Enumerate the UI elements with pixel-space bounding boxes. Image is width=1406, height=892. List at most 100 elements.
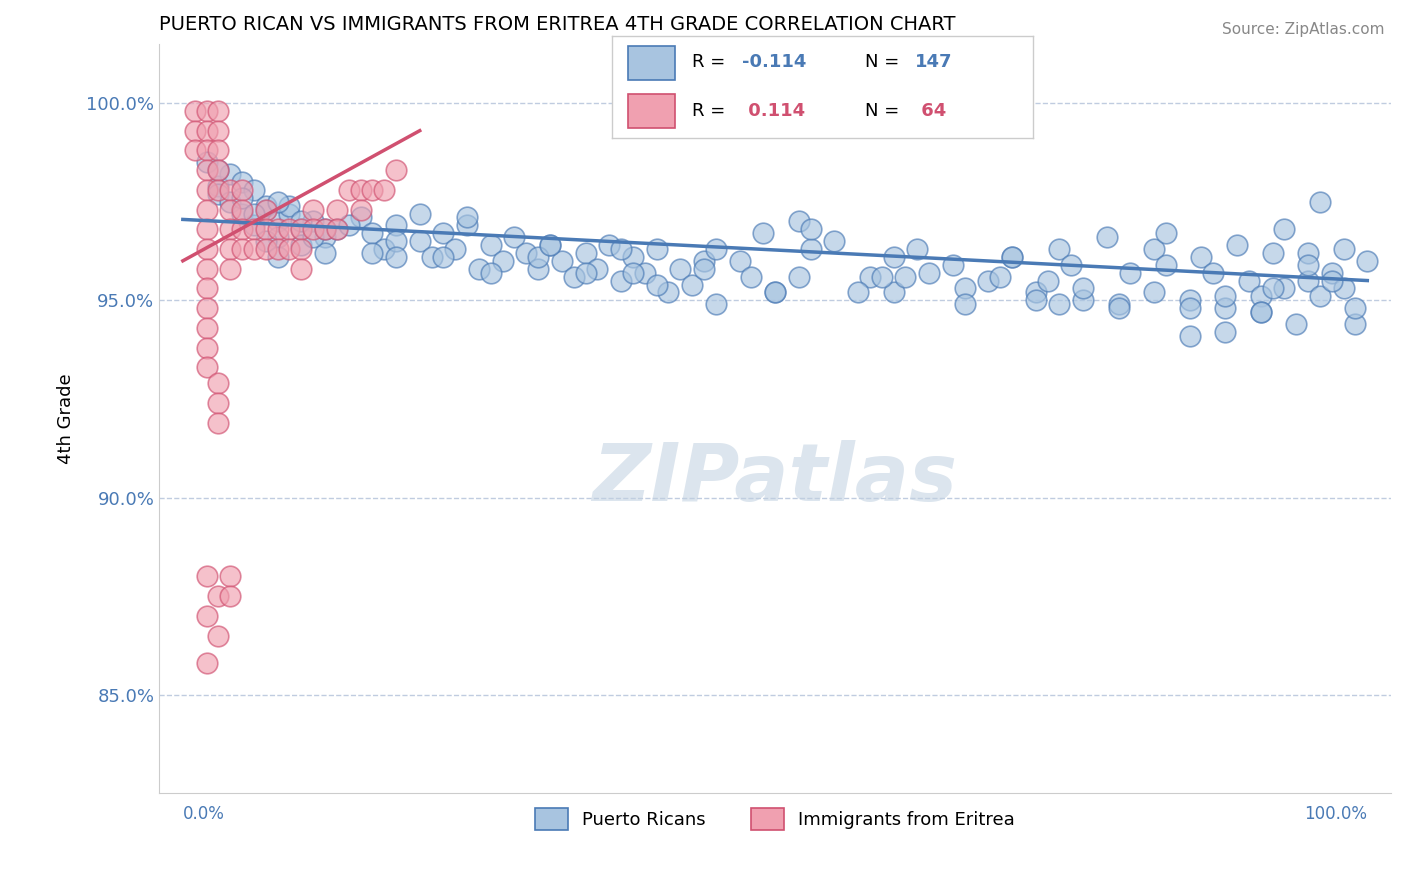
Point <box>195 608 218 623</box>
Point <box>266 214 288 228</box>
Point <box>634 266 657 280</box>
Point <box>883 250 905 264</box>
Point <box>219 167 242 181</box>
Point <box>243 206 266 220</box>
Point <box>1143 242 1166 256</box>
Point <box>195 144 218 158</box>
Point <box>1344 317 1367 331</box>
Point <box>195 301 218 315</box>
Point <box>243 222 266 236</box>
Point <box>243 183 266 197</box>
Text: 100.0%: 100.0% <box>1305 805 1367 823</box>
Point <box>207 396 229 410</box>
Point <box>1320 274 1343 288</box>
Text: 64: 64 <box>915 102 946 120</box>
Point <box>1178 328 1201 343</box>
Point <box>195 123 218 137</box>
Point <box>254 234 277 248</box>
Point <box>349 183 371 197</box>
Point <box>1001 250 1024 264</box>
Point <box>290 261 312 276</box>
Point <box>645 277 668 292</box>
Point <box>207 178 229 193</box>
Point <box>1071 281 1094 295</box>
Point <box>254 202 277 217</box>
Point <box>302 222 325 236</box>
Point <box>704 297 727 311</box>
Point <box>1108 297 1130 311</box>
Point <box>1261 246 1284 260</box>
Point <box>988 269 1011 284</box>
Text: R =: R = <box>692 102 731 120</box>
Point <box>432 226 454 240</box>
Point <box>207 186 229 201</box>
Point <box>337 183 360 197</box>
Point <box>492 253 515 268</box>
Point <box>183 103 205 118</box>
Point <box>195 163 218 178</box>
Point <box>420 250 443 264</box>
Point <box>977 274 1000 288</box>
Point <box>1001 250 1024 264</box>
Text: 0.0%: 0.0% <box>183 805 225 823</box>
Point <box>183 144 205 158</box>
Point <box>693 253 716 268</box>
Point <box>1250 305 1272 319</box>
Point <box>278 206 301 220</box>
Point <box>219 202 242 217</box>
Point <box>1154 226 1177 240</box>
Point <box>231 206 253 220</box>
Point <box>302 214 325 228</box>
Point <box>219 222 242 236</box>
Point <box>1071 293 1094 308</box>
Point <box>1274 281 1296 295</box>
Point <box>1296 246 1319 260</box>
Text: -0.114: -0.114 <box>742 54 807 71</box>
Point <box>195 341 218 355</box>
Point <box>551 253 574 268</box>
Point <box>538 238 561 252</box>
Point <box>763 285 786 300</box>
Point <box>800 242 823 256</box>
Point <box>1213 301 1236 315</box>
Point <box>468 261 491 276</box>
Point <box>574 246 596 260</box>
Point <box>278 242 301 256</box>
Point <box>942 258 965 272</box>
Legend: Puerto Ricans, Immigrants from Eritrea: Puerto Ricans, Immigrants from Eritrea <box>529 800 1022 837</box>
Point <box>787 214 810 228</box>
Point <box>1025 293 1047 308</box>
Point <box>231 175 253 189</box>
Point <box>314 222 336 236</box>
Point <box>1191 250 1213 264</box>
Point <box>1261 281 1284 295</box>
Point <box>373 183 395 197</box>
Point <box>1095 230 1118 244</box>
Point <box>918 266 941 280</box>
Point <box>444 242 467 256</box>
Point <box>207 629 229 643</box>
Point <box>1060 258 1083 272</box>
Point <box>207 123 229 137</box>
FancyBboxPatch shape <box>628 46 675 79</box>
Point <box>326 222 349 236</box>
Point <box>290 214 312 228</box>
Point <box>314 246 336 260</box>
Point <box>894 269 917 284</box>
Point <box>278 199 301 213</box>
Point <box>787 269 810 284</box>
Point <box>669 261 692 276</box>
Point <box>1047 242 1070 256</box>
Point <box>456 211 478 225</box>
Point <box>1025 285 1047 300</box>
Point <box>621 266 644 280</box>
Point <box>195 656 218 670</box>
Point <box>278 222 301 236</box>
Point <box>266 230 288 244</box>
Point <box>409 234 432 248</box>
Point <box>562 269 585 284</box>
Text: 147: 147 <box>915 54 953 71</box>
Point <box>373 242 395 256</box>
Point <box>195 261 218 276</box>
Point <box>953 297 976 311</box>
